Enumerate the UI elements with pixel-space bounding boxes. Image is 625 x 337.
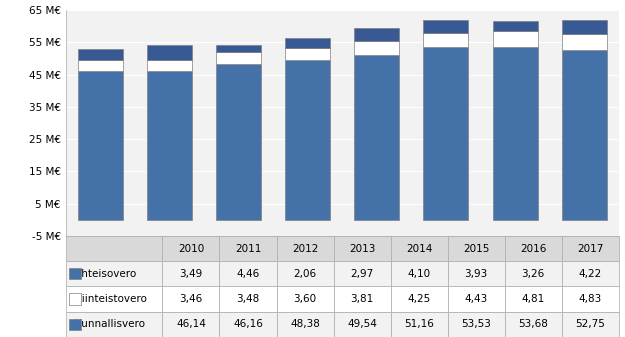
Bar <box>78 49 122 60</box>
Bar <box>78 60 122 71</box>
Bar <box>423 33 468 47</box>
Bar <box>423 47 468 220</box>
Bar <box>216 45 261 52</box>
Bar <box>147 45 192 60</box>
Bar <box>216 64 261 220</box>
Bar <box>216 52 261 64</box>
Bar <box>562 50 607 220</box>
Bar <box>285 48 330 60</box>
Bar <box>147 71 192 220</box>
Bar <box>492 21 538 31</box>
Bar <box>78 71 122 220</box>
Bar <box>423 20 468 33</box>
Bar <box>285 38 330 48</box>
Bar <box>354 55 399 220</box>
Bar <box>562 21 607 34</box>
Bar <box>492 47 538 220</box>
Bar <box>562 34 607 50</box>
Bar <box>285 60 330 220</box>
Bar <box>492 31 538 47</box>
Bar <box>147 60 192 71</box>
Bar <box>354 41 399 55</box>
Bar <box>354 28 399 41</box>
